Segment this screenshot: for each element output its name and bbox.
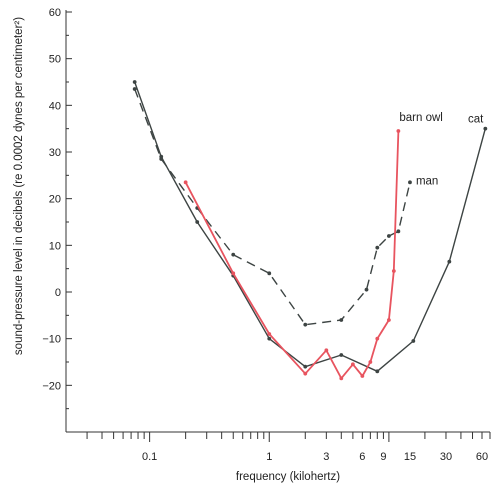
x-axis: 0.1 1 3 6 9 15 30 60 xyxy=(66,431,491,463)
x-tick-label: 0.1 xyxy=(142,451,157,463)
x-tick-label: 6 xyxy=(359,451,365,463)
y-axis: 60 50 40 30 20 10 0 −10 −20 xyxy=(42,7,72,432)
series-line-man xyxy=(134,88,411,326)
series-line-barn-owl xyxy=(184,130,400,380)
data-point-barn-owl xyxy=(375,336,380,341)
data-point-cat xyxy=(195,220,200,224)
data-point-cat xyxy=(339,353,344,357)
data-point-man xyxy=(364,287,369,292)
data-point-barn-owl xyxy=(391,269,396,273)
data-point-barn-owl xyxy=(350,362,355,367)
y-tick-label: −10 xyxy=(42,334,61,346)
data-point-man xyxy=(132,87,137,91)
data-point-barn-owl xyxy=(339,376,344,381)
data-point-man xyxy=(159,157,164,161)
x-tick-label: 3 xyxy=(323,451,329,463)
series-label-barn-owl: barn owl xyxy=(399,112,442,124)
data-point-cat xyxy=(411,339,416,343)
y-tick-label: 10 xyxy=(49,240,61,252)
data-point-man xyxy=(386,234,391,238)
y-tick-label: 60 xyxy=(49,7,61,19)
x-tick-label: 15 xyxy=(404,451,416,463)
data-point-barn-owl xyxy=(386,318,391,322)
data-point-man xyxy=(231,252,236,257)
series-lines xyxy=(132,80,488,381)
data-point-barn-owl xyxy=(231,271,236,276)
data-point-cat xyxy=(132,80,137,84)
data-point-barn-owl xyxy=(183,180,188,185)
series-label-man: man xyxy=(416,175,438,187)
data-point-cat xyxy=(483,126,488,131)
data-point-barn-owl xyxy=(360,374,365,378)
series-line-cat xyxy=(134,81,486,372)
x-tick-label: 9 xyxy=(380,451,386,463)
data-point-barn-owl xyxy=(368,360,373,364)
y-tick-label: 30 xyxy=(49,147,61,159)
series-label-cat: cat xyxy=(468,114,484,126)
x-tick-label: 60 xyxy=(476,451,488,463)
data-point-barn-owl xyxy=(267,332,272,336)
data-point-barn-owl xyxy=(396,129,401,133)
data-point-man xyxy=(339,318,344,322)
data-point-cat xyxy=(303,364,308,369)
y-tick-label: 40 xyxy=(49,100,61,112)
data-point-barn-owl xyxy=(324,348,329,353)
x-tick-label: 30 xyxy=(440,451,452,463)
x-axis-title: frequency (kilohertz) xyxy=(236,471,340,483)
data-point-cat xyxy=(267,336,272,341)
data-point-man xyxy=(267,271,272,276)
data-point-barn-owl xyxy=(303,371,308,376)
data-point-man xyxy=(303,322,308,327)
y-tick-label: 20 xyxy=(49,194,61,206)
y-tick-label: 0 xyxy=(55,287,61,299)
data-point-man xyxy=(396,229,401,234)
series-labels: barn owl man cat xyxy=(399,112,484,187)
data-point-man xyxy=(408,180,412,185)
y-tick-label: −20 xyxy=(42,380,61,392)
data-point-man xyxy=(375,245,380,250)
data-point-cat xyxy=(447,259,452,264)
data-point-cat xyxy=(375,369,380,374)
y-axis-title: sound-pressure level in decibels (re 0.0… xyxy=(13,17,25,355)
y-tick-label: 50 xyxy=(49,54,61,66)
x-tick-label: 1 xyxy=(266,451,272,463)
